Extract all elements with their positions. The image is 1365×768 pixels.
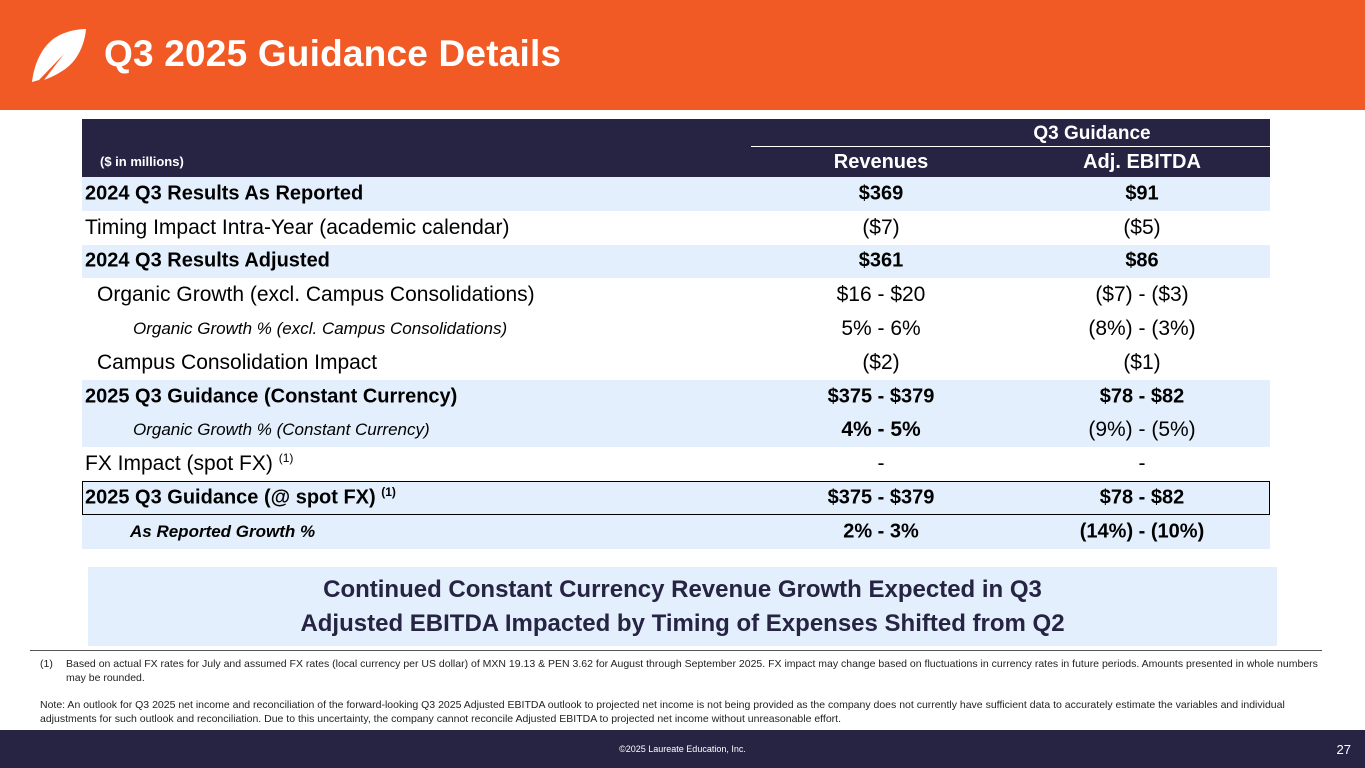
- revenues-value: $375 - $379: [827, 486, 935, 509]
- callout-line-2: Adjusted EBITDA Impacted by Timing of Ex…: [300, 610, 1065, 637]
- ebitda-value: ($5): [1123, 215, 1161, 239]
- table-row: Organic Growth % (excl. Campus Consolida…: [82, 312, 1270, 346]
- table-header: Q3 Guidance ($ in millions) Revenues Adj…: [82, 119, 1270, 177]
- row-label: 2024 Q3 Results As Reported: [85, 182, 364, 205]
- revenues-value: $16 - $20: [836, 283, 926, 307]
- page-title: Q3 2025 Guidance Details: [104, 33, 562, 74]
- guidance-table: Q3 Guidance ($ in millions) Revenues Adj…: [82, 119, 1270, 549]
- copyright-text: ©2025 Laureate Education, Inc.: [619, 744, 746, 754]
- revenues-value: ($2): [862, 350, 900, 374]
- table-row: 2024 Q3 Results As Reported $369 $91: [82, 177, 1270, 211]
- ebitda-value: (8%) - (3%): [1088, 317, 1196, 341]
- revenues-value: $361: [858, 249, 904, 272]
- ebitda-value: ($7) - ($3): [1095, 283, 1189, 307]
- row-label: Organic Growth % (Constant Currency): [133, 420, 430, 440]
- ebitda-value: $91: [1125, 182, 1159, 205]
- revenues-value: $375 - $379: [827, 385, 935, 408]
- footnote-marker: (1): [278, 451, 294, 466]
- table-row: Organic Growth % (Constant Currency) 4% …: [82, 413, 1270, 448]
- divider: [30, 650, 1322, 651]
- ebitda-value: (14%) - (10%): [1079, 520, 1205, 543]
- ebitda-value: $78 - $82: [1099, 385, 1185, 408]
- footnote-number: (1): [40, 658, 53, 670]
- footnote-text: Based on actual FX rates for July and as…: [66, 658, 1318, 684]
- table-row: 2025 Q3 Guidance (Constant Currency) $37…: [82, 379, 1270, 414]
- ebitda-value: $86: [1125, 249, 1159, 272]
- table-row: As Reported Growth % 2% - 3% (14%) - (10…: [82, 514, 1270, 549]
- revenues-value: 5% - 6%: [841, 317, 921, 341]
- callout-box: Continued Constant Currency Revenue Grow…: [88, 567, 1277, 646]
- row-label: Organic Growth % (excl. Campus Consolida…: [133, 319, 508, 339]
- column-header-ebitda: Adj. EBITDA: [1083, 151, 1201, 173]
- footnote-marker: (1): [381, 484, 396, 499]
- page-number: 27: [1336, 742, 1351, 757]
- column-header-revenues: Revenues: [833, 151, 929, 173]
- row-label: 2024 Q3 Results Adjusted: [85, 249, 330, 272]
- row-label: 2025 Q3 Guidance (Constant Currency): [85, 385, 458, 408]
- laureate-leaf-icon: [32, 29, 86, 82]
- revenues-value: 2% - 3%: [843, 520, 919, 543]
- table-row: FX Impact (spot FX) (1) - -: [82, 447, 1270, 481]
- ebitda-value: $78 - $82: [1099, 486, 1185, 509]
- row-label: 2025 Q3 Guidance (@ spot FX) (1): [85, 484, 396, 509]
- revenues-value: -: [877, 452, 885, 476]
- row-label: Organic Growth (excl. Campus Consolidati…: [97, 283, 535, 307]
- slide-header: Q3 2025 Guidance Details: [0, 0, 1365, 110]
- table-row: Organic Growth (excl. Campus Consolidati…: [82, 278, 1270, 312]
- disclaimer-note: Note: An outlook for Q3 2025 net income …: [40, 699, 1285, 725]
- row-label: Campus Consolidation Impact: [97, 350, 378, 374]
- row-label: FX Impact (spot FX) (1): [85, 451, 294, 476]
- units-label: ($ in millions): [100, 154, 184, 169]
- revenues-value: ($7): [862, 215, 900, 239]
- table-row-highlighted: 2025 Q3 Guidance (@ spot FX) (1) $375 - …: [82, 481, 1270, 515]
- slide-footer: ©2025 Laureate Education, Inc. 27: [0, 730, 1365, 768]
- callout-line-1: Continued Constant Currency Revenue Grow…: [323, 576, 1042, 603]
- header-divider: [751, 146, 1270, 147]
- table-row: Timing Impact Intra-Year (academic calen…: [82, 211, 1270, 245]
- group-header: Q3 Guidance: [1033, 123, 1151, 144]
- revenues-value: 4% - 5%: [841, 418, 921, 442]
- ebitda-value: (9%) - (5%): [1088, 418, 1196, 442]
- row-label: Timing Impact Intra-Year (academic calen…: [85, 215, 510, 239]
- revenues-value: $369: [858, 182, 904, 205]
- ebitda-value: -: [1138, 452, 1146, 476]
- table-row: Campus Consolidation Impact ($2) ($1): [82, 346, 1270, 380]
- table-row: 2024 Q3 Results Adjusted $361 $86: [82, 244, 1270, 279]
- ebitda-value: ($1): [1123, 350, 1161, 374]
- row-label: As Reported Growth %: [130, 521, 316, 541]
